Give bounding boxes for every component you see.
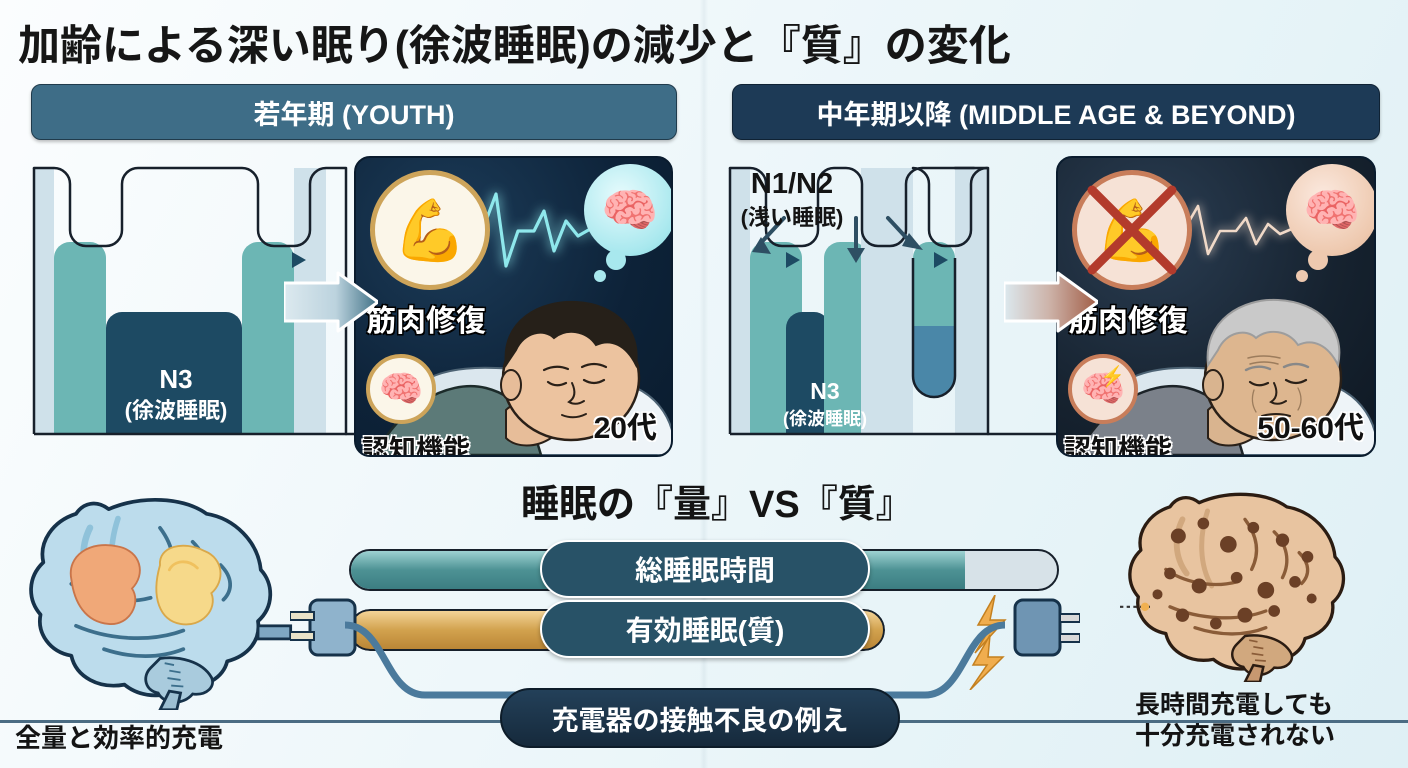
svg-text:(徐波睡眠): (徐波睡眠) <box>125 398 228 423</box>
svg-text:N3: N3 <box>159 364 192 394</box>
